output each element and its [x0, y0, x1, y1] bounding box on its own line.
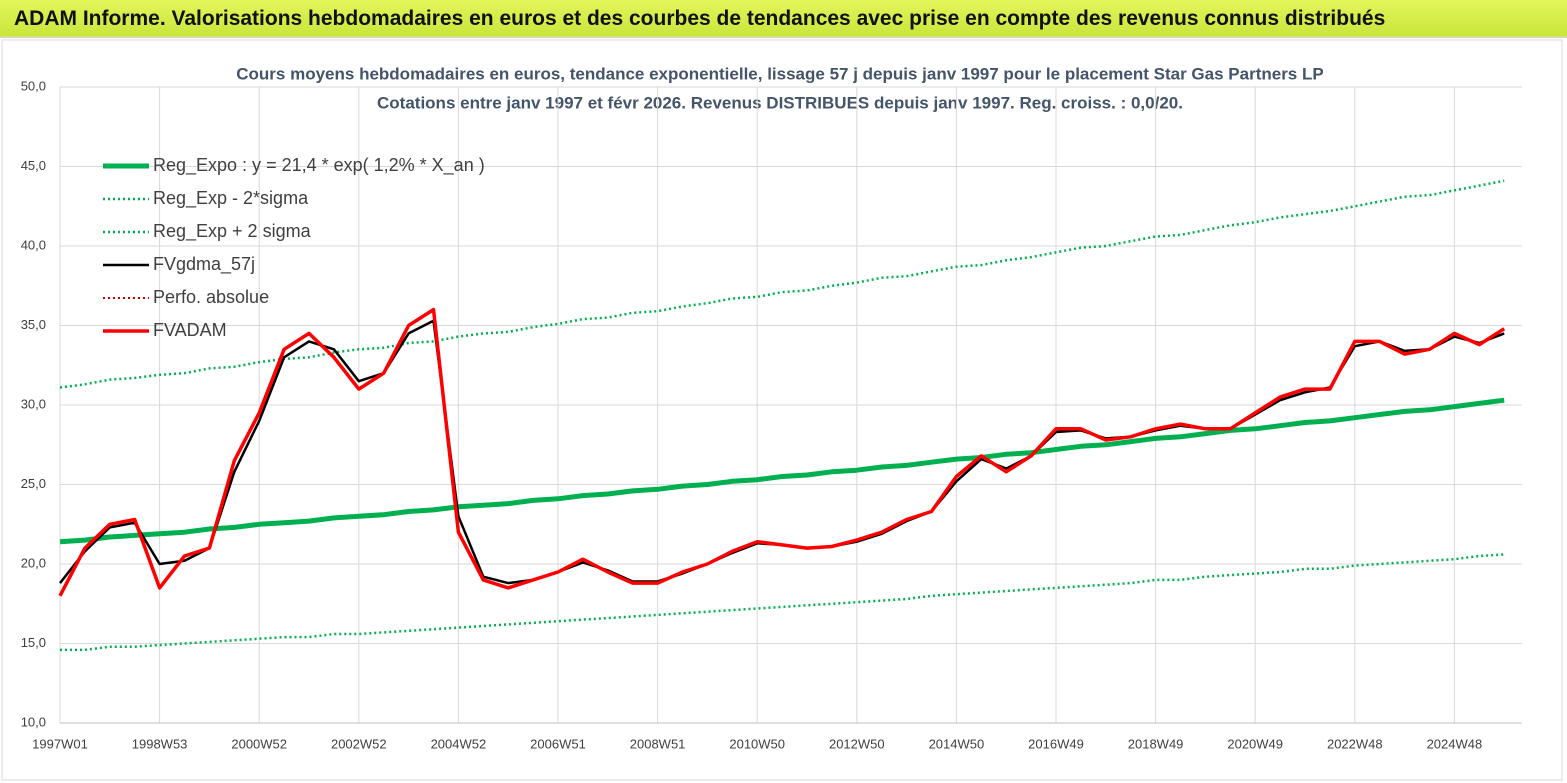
- header-title: ADAM Informe. Valorisations hebdomadaire…: [14, 7, 1386, 30]
- x-tick-label: 2008W51: [630, 736, 686, 751]
- series-line: [59, 179, 1505, 389]
- x-tick-label: 1997W01: [32, 736, 88, 751]
- y-tick-label: 15,0: [21, 635, 46, 650]
- chart: Cours moyens hebdomadaires en euros, ten…: [1, 39, 1563, 781]
- y-tick-label: 50,0: [21, 78, 46, 93]
- y-tick-label: 25,0: [21, 476, 46, 491]
- y-tick-label: 40,0: [21, 237, 46, 252]
- legend-label: Perfo. absolue: [153, 287, 269, 307]
- legend-label: Reg_Exp - 2*sigma: [153, 188, 309, 209]
- x-tick-label: 2024W48: [1427, 736, 1483, 751]
- y-tick-label: 45,0: [21, 158, 46, 173]
- y-tick-label: 30,0: [21, 396, 46, 411]
- legend-label: FVADAM: [153, 320, 227, 340]
- x-tick-label: 2002W52: [331, 736, 387, 751]
- x-tick-label: 2022W48: [1327, 736, 1383, 751]
- y-tick-label: 20,0: [21, 555, 46, 570]
- series-line: [59, 397, 1505, 545]
- x-tick-label: 2006W51: [530, 736, 586, 751]
- legend-label: Reg_Expo : y = 21,4 * exp( 1,2% * X_an ): [153, 155, 485, 176]
- series-line: [60, 553, 1505, 652]
- chart-frame: [1, 39, 1563, 781]
- y-tick-label: 10,0: [21, 714, 46, 729]
- x-tick-label: 2018W49: [1128, 736, 1184, 751]
- header-bar: ADAM Informe. Valorisations hebdomadaire…: [0, 0, 1567, 38]
- x-tick-label: 2010W50: [729, 736, 785, 751]
- x-tick-label: 2004W52: [431, 736, 487, 751]
- chart-subtitle: Cotations entre janv 1997 et févr 2026. …: [377, 93, 1183, 112]
- y-tick-label: 35,0: [21, 317, 46, 332]
- x-tick-label: 2000W52: [231, 736, 287, 751]
- x-tick-label: 2016W49: [1028, 736, 1084, 751]
- legend-label: FVgdma_57j: [153, 254, 255, 275]
- x-tick-label: 1998W53: [132, 736, 188, 751]
- legend-label: Reg_Exp + 2 sigma: [153, 221, 312, 242]
- series-line: [58, 307, 1506, 597]
- chart-title: Cours moyens hebdomadaires en euros, ten…: [236, 64, 1323, 83]
- x-tick-label: 2020W49: [1227, 736, 1283, 751]
- x-tick-label: 2014W50: [929, 736, 985, 751]
- x-tick-label: 2012W50: [829, 736, 885, 751]
